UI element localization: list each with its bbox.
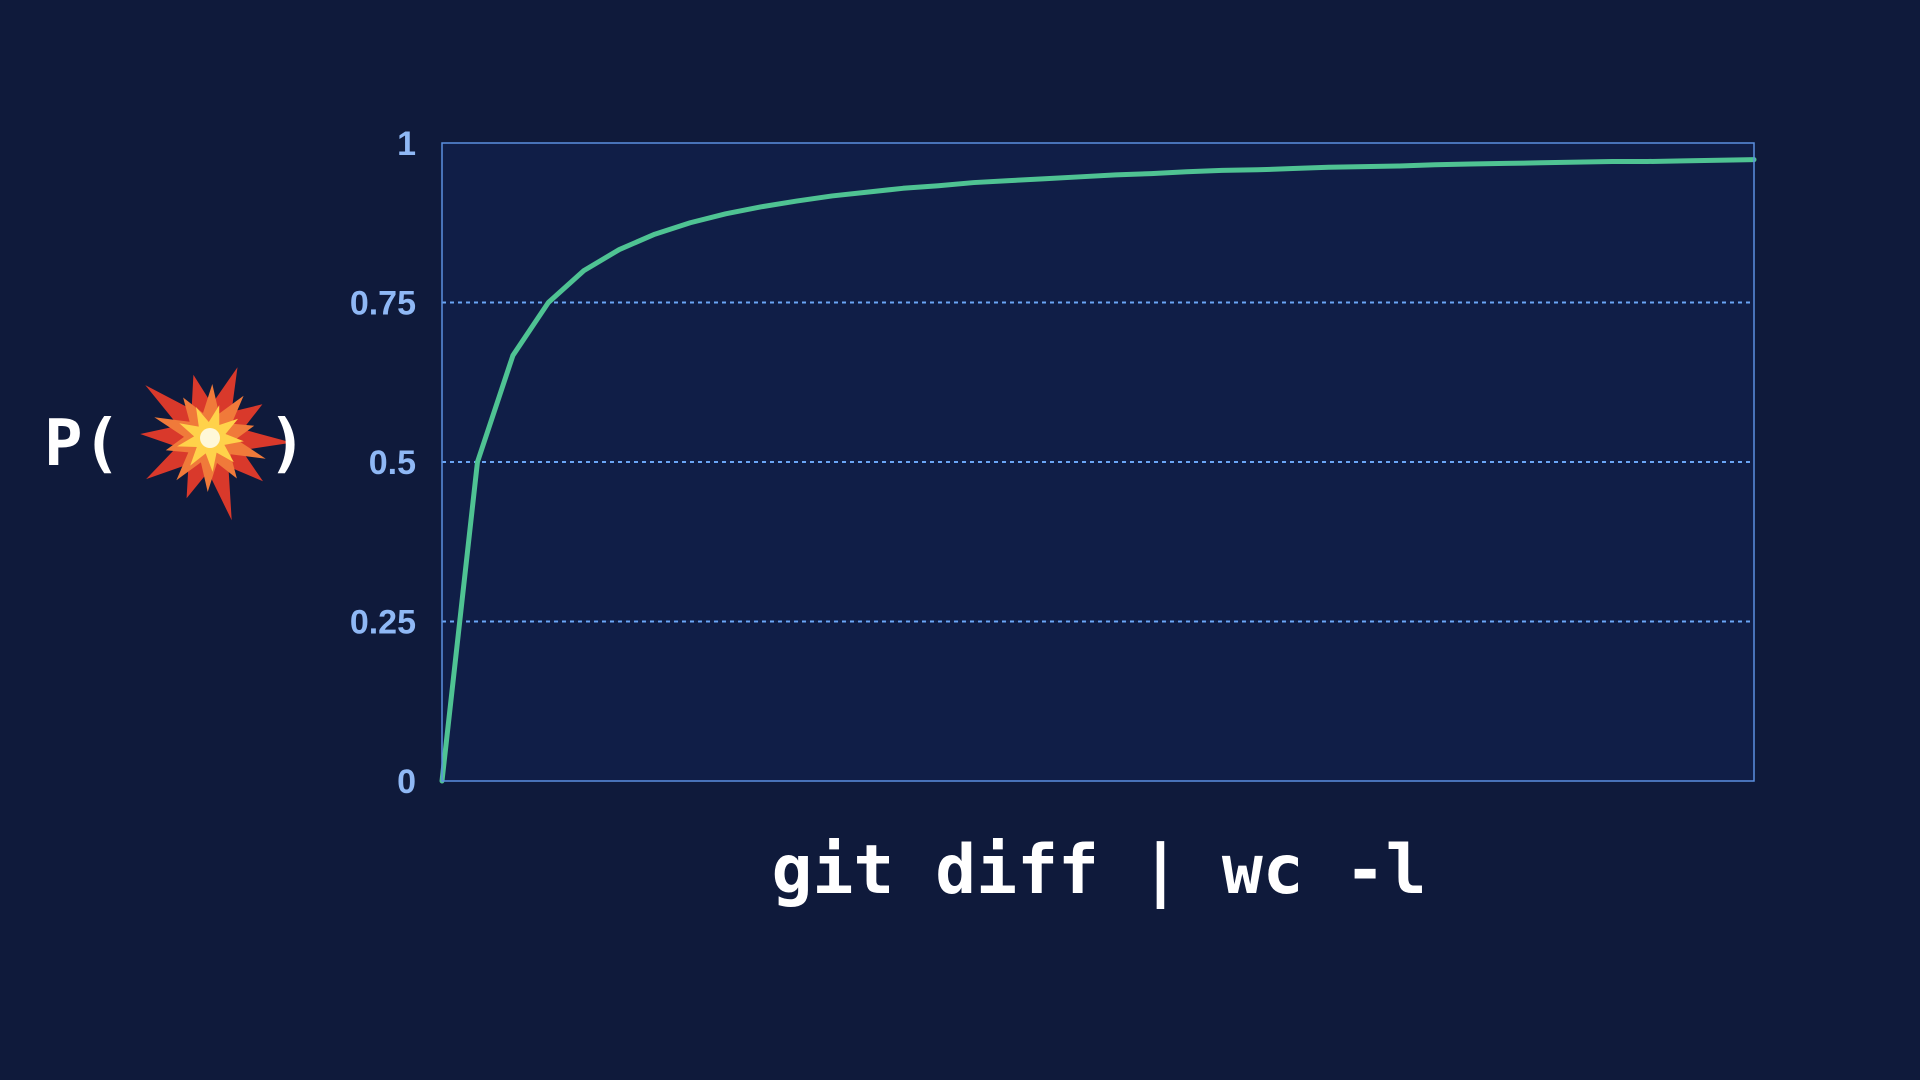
series-layer <box>439 157 1757 784</box>
x-axis-label: git diff | wc -l <box>771 831 1426 910</box>
collision-icon-core <box>200 428 220 448</box>
y-axis-label: P( ) <box>44 367 307 521</box>
y-tick-label: 0 <box>397 763 416 801</box>
grid-lines <box>442 301 1754 623</box>
y-tick-label: 0.5 <box>369 444 416 482</box>
y-tick-label: 0.25 <box>350 604 416 642</box>
collision-icon <box>140 367 292 521</box>
y-tick-label: 0.75 <box>350 285 416 323</box>
y-tick-label: 1 <box>397 125 416 163</box>
y-axis-label-prefix: P( <box>44 407 121 481</box>
y-axis-label-suffix: ) <box>268 407 307 481</box>
y-tick-labels: 0 0.25 0.5 0.75 1 <box>350 125 416 801</box>
plot-border <box>441 142 1755 782</box>
series-line <box>439 157 1757 784</box>
